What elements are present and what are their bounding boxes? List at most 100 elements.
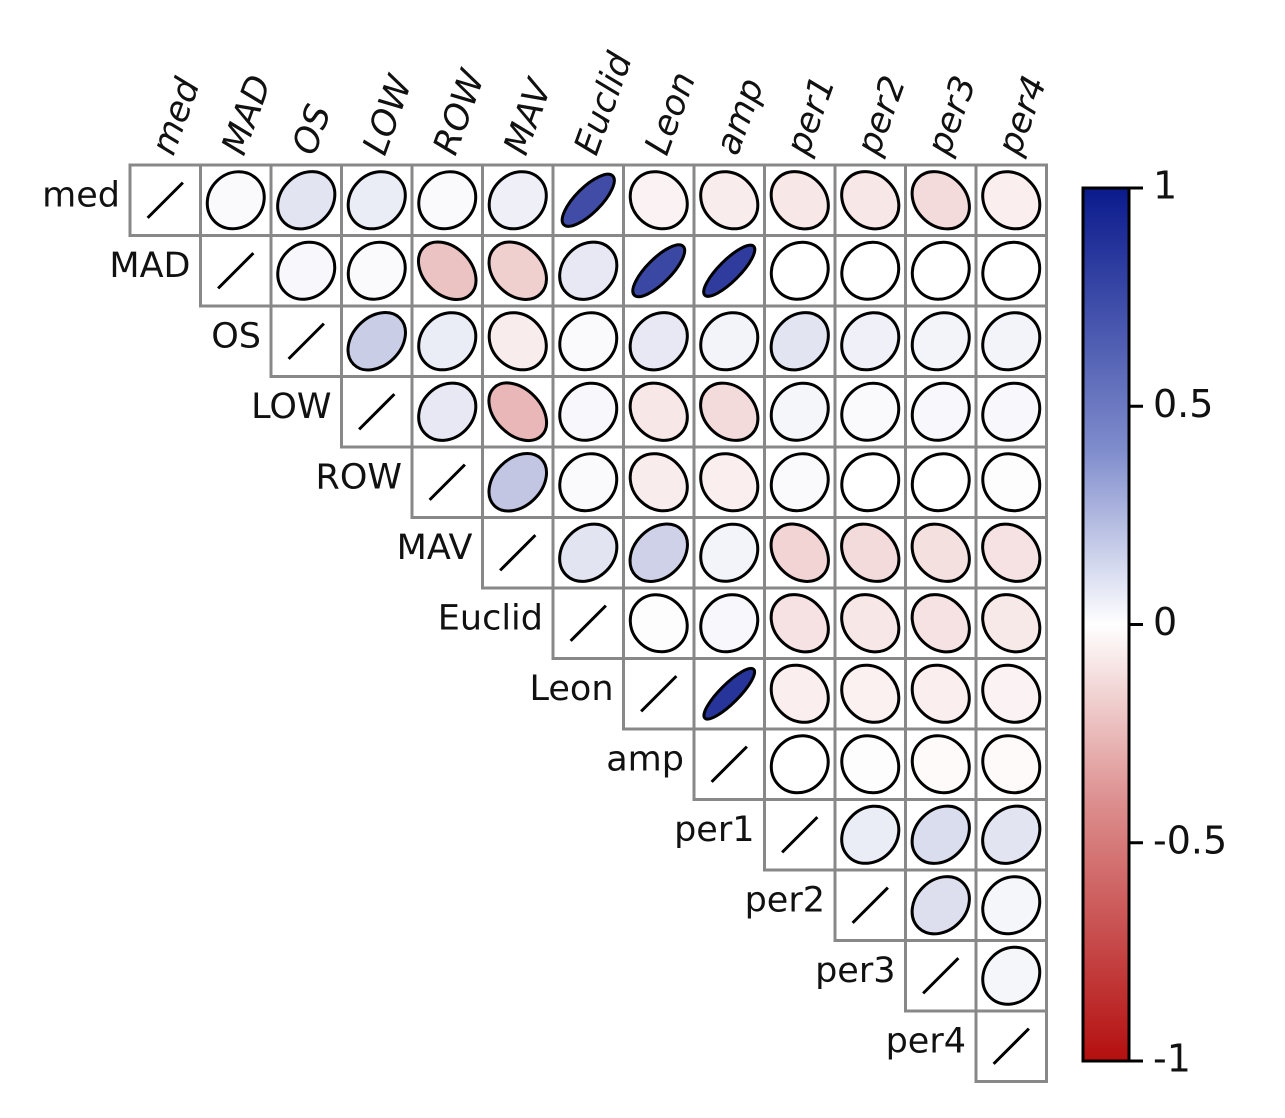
row-label-Leon: Leon <box>529 669 613 709</box>
column-label-MAD: MAD <box>215 70 280 160</box>
ellipse-med-Leon <box>628 170 689 231</box>
ellipse-MAV-per2 <box>840 522 901 583</box>
row-label-per4: per4 <box>886 1021 966 1061</box>
ellipse-Euclid-amp <box>699 593 760 654</box>
ellipse-Leon-per3 <box>910 663 971 724</box>
ellipse-MAD-LOW <box>346 240 407 301</box>
row-label-Euclid: Euclid <box>438 598 543 638</box>
colorbar: 1 0.5 0 -0.5 -1 <box>1081 164 1227 1081</box>
diagonal-mark-per1 <box>781 816 819 854</box>
ellipse-MAD-Euclid <box>558 240 619 301</box>
ellipse-med-amp <box>699 170 760 231</box>
row-label-MAV: MAV <box>397 528 473 568</box>
ellipse-MAV-per1 <box>769 522 830 583</box>
ellipse-ROW-MAV <box>487 452 548 513</box>
ellipse-per2-per3 <box>910 875 971 936</box>
ellipse-med-ROW <box>417 170 478 231</box>
ellipse-ROW-Leon <box>628 452 689 513</box>
ellipse-MAD-per3 <box>910 240 971 301</box>
ellipse-LOW-amp <box>699 381 760 442</box>
ellipse-MAV-per4 <box>981 522 1042 583</box>
ellipse-LOW-per3 <box>910 381 971 442</box>
column-label-per1: per1 <box>778 71 843 161</box>
ellipse-OS-MAV <box>487 311 548 372</box>
ellipse-MAD-per1 <box>769 240 830 301</box>
row-label-per3: per3 <box>815 951 895 991</box>
colorbar-ticks: 1 0.5 0 -0.5 -1 <box>1129 164 1227 1081</box>
ellipse-med-OS <box>276 170 337 231</box>
diagonal-mark-per2 <box>851 886 889 924</box>
ellipse-per2-per4 <box>981 875 1042 936</box>
ellipse-MAD-amp <box>702 243 757 298</box>
ellipse-MAD-per2 <box>840 240 901 301</box>
ellipse-Leon-per4 <box>981 663 1042 724</box>
ellipse-MAV-per3 <box>910 522 971 583</box>
ellipse-med-per3 <box>910 170 971 231</box>
diagonal-mark-MAV <box>499 534 537 572</box>
ellipse-per3-per4 <box>981 945 1042 1006</box>
column-label-OS: OS <box>285 100 340 160</box>
ellipse-LOW-ROW <box>417 381 478 442</box>
ellipse-OS-ROW <box>417 311 478 372</box>
column-label-per3: per3 <box>919 71 984 161</box>
ellipse-LOW-per4 <box>981 381 1042 442</box>
ellipse-LOW-MAV <box>487 381 549 443</box>
ellipse-med-MAD <box>205 170 266 231</box>
colorbar-tick-label-0: 1 <box>1153 164 1177 208</box>
colorbar-tick-label-4: -1 <box>1153 1037 1191 1081</box>
row-label-LOW: LOW <box>251 387 331 427</box>
diagonal-mark-OS <box>287 322 325 360</box>
ellipse-OS-per4 <box>981 311 1042 372</box>
ellipse-OS-LOW <box>346 311 407 372</box>
diagonal-mark-per4 <box>992 1027 1030 1065</box>
column-label-Leon: Leon <box>638 67 705 160</box>
colorbar-scale <box>1081 186 1131 1063</box>
row-label-per2: per2 <box>745 880 825 920</box>
row-label-med: med <box>42 175 120 215</box>
ellipse-med-per1 <box>769 170 830 231</box>
ellipse-OS-Leon <box>628 311 689 372</box>
cell-med-med <box>128 163 202 237</box>
column-label-amp: amp <box>708 73 772 160</box>
colorbar-tick-label-2: 0 <box>1153 600 1177 644</box>
column-label-per2: per2 <box>849 71 914 161</box>
ellipse-med-LOW <box>346 170 407 231</box>
column-label-ROW: ROW <box>426 64 494 160</box>
column-label-MAV: MAV <box>497 73 561 160</box>
ellipse-Euclid-Leon <box>628 593 689 654</box>
diagonal-mark-med <box>146 181 184 219</box>
ellipse-per1-per2 <box>840 804 901 865</box>
diagonal-mark-amp <box>710 745 748 783</box>
ellipse-med-Euclid <box>560 172 616 228</box>
column-label-per4: per4 <box>990 71 1055 161</box>
ellipse-Leon-amp <box>702 666 757 721</box>
ellipse-Euclid-per1 <box>769 593 830 654</box>
ellipse-Euclid-per4 <box>981 593 1042 654</box>
ellipse-per1-per4 <box>981 804 1042 865</box>
ellipse-ROW-per2 <box>840 452 901 513</box>
ellipse-amp-per1 <box>769 734 830 795</box>
ellipse-med-per2 <box>840 170 901 231</box>
ellipse-amp-per4 <box>981 734 1042 795</box>
ellipse-amp-per3 <box>910 734 971 795</box>
ellipse-amp-per2 <box>840 734 901 795</box>
diagonal-mark-per3 <box>922 957 960 995</box>
ellipse-med-per4 <box>981 170 1042 231</box>
ellipse-ROW-per1 <box>769 452 830 513</box>
column-label-med: med <box>144 73 208 161</box>
colorbar-tick-label-3: -0.5 <box>1153 818 1227 862</box>
diagonal-mark-ROW <box>428 463 466 501</box>
ellipse-MAD-MAV <box>487 240 548 301</box>
ellipse-LOW-per1 <box>769 381 830 442</box>
diagonal-mark-Leon <box>640 675 678 713</box>
ellipse-MAV-amp <box>699 522 760 583</box>
diagonal-mark-Euclid <box>569 604 607 642</box>
row-label-ROW: ROW <box>316 457 402 497</box>
row-label-OS: OS <box>211 316 261 356</box>
ellipse-MAD-Leon <box>631 243 687 299</box>
row-labels: med MAD OS LOW ROW MAV Euclid Leon amp per1 per2 pe… <box>42 175 966 1061</box>
column-label-Euclid: Euclid <box>567 47 641 160</box>
correlation-matrix <box>128 163 1048 1083</box>
row-label-MAD: MAD <box>109 246 190 286</box>
ellipse-MAD-ROW <box>417 240 478 301</box>
